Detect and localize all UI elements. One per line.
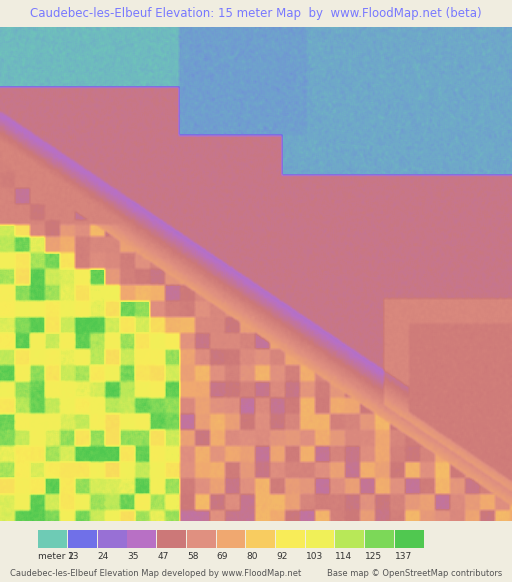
Bar — [217, 530, 245, 548]
Text: meter 2: meter 2 — [38, 552, 74, 561]
Text: 125: 125 — [365, 552, 382, 561]
Bar — [127, 530, 156, 548]
Text: Caudebec-les-Elbeuf Elevation: 15 meter Map  by  www.FloodMap.net (beta): Caudebec-les-Elbeuf Elevation: 15 meter … — [30, 7, 482, 20]
Text: 13: 13 — [68, 552, 79, 561]
Text: 137: 137 — [395, 552, 412, 561]
Bar — [335, 530, 364, 548]
Bar — [98, 530, 126, 548]
Text: 69: 69 — [217, 552, 228, 561]
Bar — [157, 530, 186, 548]
Text: Caudebec-les-Elbeuf Elevation Map developed by www.FloodMap.net: Caudebec-les-Elbeuf Elevation Map develo… — [10, 569, 302, 578]
Text: 80: 80 — [246, 552, 258, 561]
Bar — [306, 530, 334, 548]
Bar — [276, 530, 305, 548]
Text: 35: 35 — [127, 552, 139, 561]
Bar — [68, 530, 97, 548]
Text: 92: 92 — [276, 552, 287, 561]
Bar — [187, 530, 216, 548]
Text: 103: 103 — [306, 552, 323, 561]
Text: Base map © OpenStreetMap contributors: Base map © OpenStreetMap contributors — [327, 569, 502, 578]
Bar — [365, 530, 394, 548]
Text: 58: 58 — [187, 552, 198, 561]
Bar — [246, 530, 275, 548]
Text: 47: 47 — [157, 552, 168, 561]
Text: 24: 24 — [98, 552, 109, 561]
Text: 114: 114 — [335, 552, 352, 561]
Bar — [38, 530, 67, 548]
Bar — [395, 530, 423, 548]
